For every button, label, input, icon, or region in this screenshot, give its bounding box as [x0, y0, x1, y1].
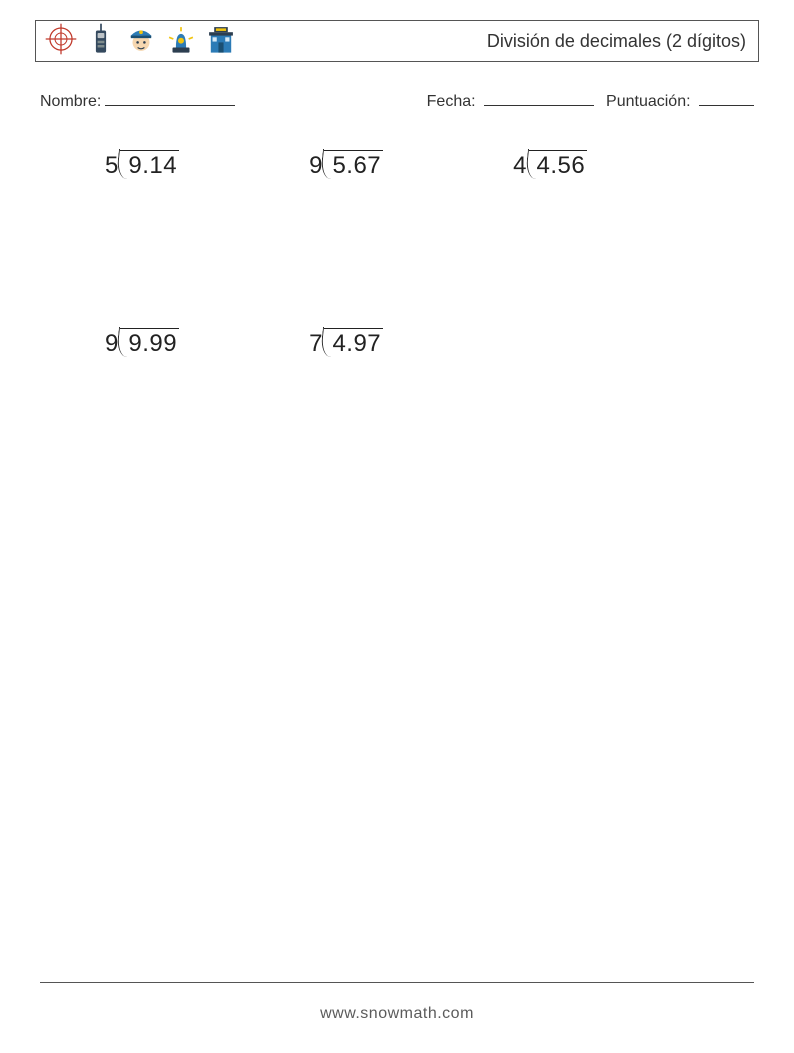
score-label: Puntuación:: [606, 93, 691, 110]
date-blank[interactable]: [484, 88, 594, 106]
dividend-frame: 4.97: [324, 328, 383, 356]
meta-row: Nombre: Fecha: Puntuación:: [40, 88, 754, 111]
dividend: 4.56: [537, 152, 588, 179]
police-station-icon: [204, 22, 238, 61]
problems-area: 5 9.14 9 5.67 4 4.56 9: [40, 150, 754, 506]
long-division-problem: 9 5.67: [309, 150, 383, 178]
footer-rule: [40, 982, 754, 983]
long-division-problem: 4 4.56: [513, 150, 587, 178]
dividend: 5.67: [332, 152, 383, 179]
footer-text: www.snowmath.com: [0, 1005, 794, 1023]
crosshair-icon: [44, 22, 78, 61]
score-blank[interactable]: [699, 88, 754, 106]
dividend: 9.99: [128, 330, 179, 357]
dividend-frame: 5.67: [324, 150, 383, 178]
problem-row: 9 9.99 7 4.97: [40, 328, 754, 356]
name-blank[interactable]: [105, 88, 235, 106]
worksheet-title: División de decimales (2 dígitos): [487, 31, 746, 52]
dividend: 4.97: [332, 330, 383, 357]
meta-score: Puntuación:: [606, 88, 754, 111]
meta-right: Fecha: Puntuación:: [427, 88, 754, 111]
radio-icon: [84, 22, 118, 61]
date-label: Fecha:: [427, 93, 476, 110]
dividend-frame: 9.99: [120, 328, 179, 356]
long-division-problem: 5 9.14: [105, 150, 179, 178]
worksheet-page: División de decimales (2 dígitos) Nombre…: [0, 0, 794, 1053]
dividend-frame: 4.56: [529, 150, 588, 178]
police-officer-icon: [124, 22, 158, 61]
header-icons: [44, 22, 238, 61]
header-box: División de decimales (2 dígitos): [35, 20, 759, 62]
long-division-problem: 9 9.99: [105, 328, 179, 356]
meta-name: Nombre:: [40, 88, 235, 111]
long-division-problem: 7 4.97: [309, 328, 383, 356]
siren-icon: [164, 22, 198, 61]
dividend-frame: 9.14: [120, 150, 179, 178]
dividend: 9.14: [128, 152, 179, 179]
name-label: Nombre:: [40, 93, 101, 111]
problem-row: 5 9.14 9 5.67 4 4.56: [40, 150, 754, 178]
meta-date: Fecha:: [427, 88, 594, 111]
